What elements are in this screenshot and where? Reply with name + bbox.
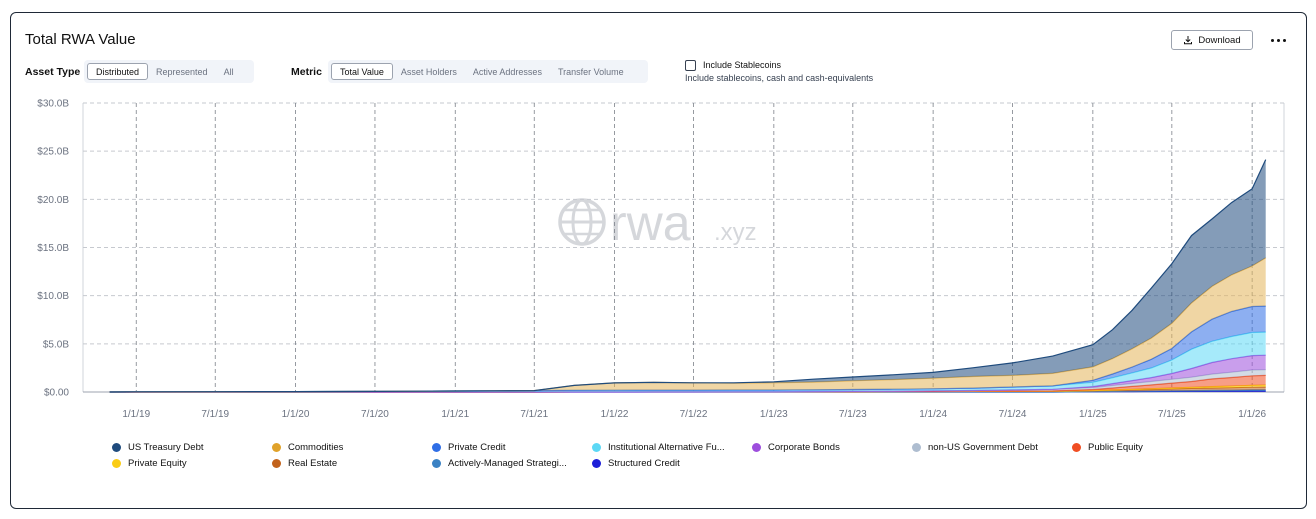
asset-type-option-distributed[interactable]: Distributed xyxy=(87,63,149,80)
legend-label: US Treasury Debt xyxy=(128,442,204,453)
legend-item-non-us-government-debt[interactable]: non-US Government Debt xyxy=(912,442,1038,453)
legend-label: Structured Credit xyxy=(608,458,680,469)
y-tick-label: $25.0B xyxy=(37,147,69,158)
legend-swatch xyxy=(112,443,121,452)
legend-item-public-equity[interactable]: Public Equity xyxy=(1072,442,1143,453)
legend-item-us-treasury-debt[interactable]: US Treasury Debt xyxy=(112,442,204,453)
y-tick-label: $20.0B xyxy=(37,195,69,206)
legend-label: Public Equity xyxy=(1088,442,1143,453)
legend-swatch xyxy=(432,443,441,452)
asset-type-option-all[interactable]: All xyxy=(223,66,234,77)
y-tick-label: $0.00 xyxy=(44,388,69,399)
x-tick-label: 7/1/19 xyxy=(201,409,229,420)
series-us-treasury-debt xyxy=(109,159,1267,393)
legend-swatch xyxy=(112,459,121,468)
x-tick-label: 1/1/19 xyxy=(122,409,150,420)
x-tick-label: 1/1/20 xyxy=(282,409,310,420)
legend-swatch xyxy=(432,459,441,468)
series-commodities xyxy=(109,257,1267,393)
x-tick-label: 1/1/22 xyxy=(601,409,629,420)
more-options-icon[interactable] xyxy=(1268,34,1288,46)
y-tick-label: $15.0B xyxy=(37,243,69,254)
asset-type-label: Asset Type xyxy=(25,66,81,78)
legend-label: Institutional Alternative Fu... xyxy=(608,442,725,453)
legend-swatch xyxy=(912,443,921,452)
x-tick-label: 7/1/24 xyxy=(999,409,1027,420)
series-area-commodities xyxy=(109,257,1266,392)
legend-label: Real Estate xyxy=(288,458,338,469)
x-tick-label: 1/1/26 xyxy=(1238,409,1266,420)
asset-type-selector: Distributed Represented All xyxy=(84,60,254,83)
legend-swatch xyxy=(1072,443,1081,452)
x-tick-label: 1/1/23 xyxy=(760,409,788,420)
legend-label: Corporate Bonds xyxy=(768,442,840,453)
watermark-globe-icon xyxy=(558,198,606,246)
x-axis: 1/1/19 7/1/19 1/1/20 7/1/20 1/1/21 7/1/21 1/1/… xyxy=(122,409,1266,420)
legend-label: Commodities xyxy=(288,442,344,453)
y-tick-label: $5.0B xyxy=(43,339,69,350)
x-tick-label: 7/1/25 xyxy=(1158,409,1186,420)
y-axis: $0.00 $5.0B $10.0B $15.0B $20.0B $25.0B $30.0B xyxy=(37,99,69,399)
legend-label: Private Equity xyxy=(128,458,187,469)
download-icon xyxy=(1184,36,1193,45)
metric-selector: Total Value Asset Holders Active Address… xyxy=(328,60,648,83)
metric-option-transfer-volume[interactable]: Transfer Volume xyxy=(557,66,624,77)
legend-item-structured-credit[interactable]: Structured Credit xyxy=(592,458,680,469)
chart-title: Total RWA Value xyxy=(25,31,136,48)
legend-item-actively-managed-strategi[interactable]: Actively-Managed Strategi... xyxy=(432,458,567,469)
legend-label: non-US Government Debt xyxy=(928,442,1038,453)
legend-item-institutional-alternative-fu[interactable]: Institutional Alternative Fu... xyxy=(592,442,725,453)
legend-item-private-equity[interactable]: Private Equity xyxy=(112,458,187,469)
download-label: Download xyxy=(1198,34,1241,46)
x-tick-label: 7/1/23 xyxy=(839,409,867,420)
download-button[interactable]: Download xyxy=(1171,30,1253,50)
metric-option-total-value[interactable]: Total Value xyxy=(331,63,393,80)
watermark-brand: rwa xyxy=(610,195,691,251)
metric-option-asset-holders[interactable]: Asset Holders xyxy=(400,66,457,77)
watermark: rwa .xyz xyxy=(558,195,757,251)
include-stablecoins-checkbox[interactable] xyxy=(685,60,696,71)
x-tick-label: 7/1/21 xyxy=(520,409,548,420)
x-tick-label: 1/1/24 xyxy=(919,409,947,420)
watermark-suffix: .xyz xyxy=(714,219,757,246)
legend-swatch xyxy=(272,459,281,468)
legend-swatch xyxy=(272,443,281,452)
metric-label: Metric xyxy=(291,66,322,78)
include-stablecoins-label: Include Stablecoins xyxy=(703,60,782,70)
legend-item-commodities[interactable]: Commodities xyxy=(272,442,343,453)
legend-item-private-credit[interactable]: Private Credit xyxy=(432,442,506,453)
area-chart: rwa .xyz $0.00 $5.0B $10.0B $15.0B $20.0B $25… xyxy=(37,99,1285,420)
legend-swatch xyxy=(752,443,761,452)
legend-label: Actively-Managed Strategi... xyxy=(448,458,567,469)
metric-option-active-addresses[interactable]: Active Addresses xyxy=(472,66,542,77)
include-stablecoins-description: Include stablecoins, cash and cash-equiv… xyxy=(685,73,874,83)
legend-label: Private Credit xyxy=(448,442,506,453)
legend-swatch xyxy=(592,459,601,468)
y-tick-label: $30.0B xyxy=(37,99,69,110)
legend-item-real-estate[interactable]: Real Estate xyxy=(272,458,337,469)
x-tick-label: 7/1/22 xyxy=(680,409,708,420)
chart-card xyxy=(10,12,1307,509)
x-tick-label: 1/1/25 xyxy=(1079,409,1107,420)
x-tick-label: 1/1/21 xyxy=(441,409,469,420)
legend-swatch xyxy=(592,443,601,452)
chart-areas xyxy=(109,159,1267,393)
legend-item-corporate-bonds[interactable]: Corporate Bonds xyxy=(752,442,840,453)
y-tick-label: $10.0B xyxy=(37,291,69,302)
series-line-us-treasury-debt xyxy=(109,159,1267,393)
asset-type-option-represented[interactable]: Represented xyxy=(156,66,208,77)
x-tick-label: 7/1/20 xyxy=(361,409,389,420)
